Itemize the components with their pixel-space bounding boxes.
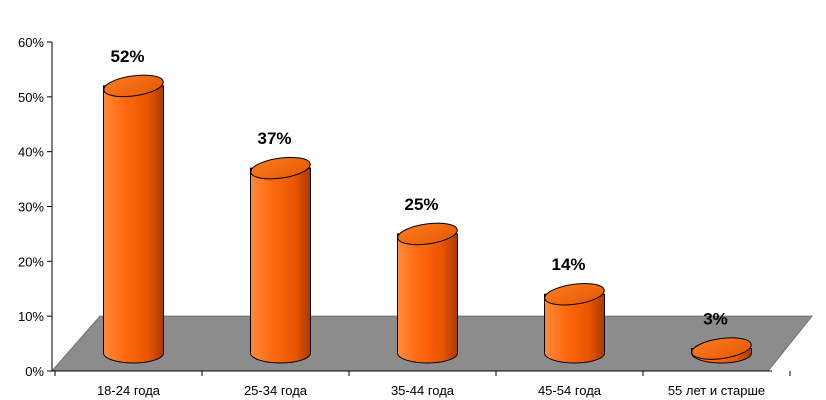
bar-cap — [103, 74, 164, 98]
bar-body — [544, 293, 605, 364]
bar-body — [397, 233, 458, 364]
bar — [103, 74, 164, 364]
y-tick-label: 50% — [18, 90, 44, 105]
y-tick-label: 0% — [25, 364, 44, 379]
y-tick-label: 20% — [18, 254, 44, 269]
x-tick-label: 25-34 года — [244, 383, 308, 398]
y-tick-label: 40% — [18, 145, 44, 160]
bar-body — [250, 167, 311, 364]
bar-cap — [397, 222, 458, 246]
y-tick-label: 30% — [18, 200, 44, 215]
data-label: 52% — [110, 47, 144, 66]
data-label: 14% — [551, 255, 585, 274]
x-tick-label: 55 лет и старше — [668, 383, 765, 398]
data-label: 25% — [404, 195, 438, 214]
bar-cap — [544, 282, 605, 306]
x-tick-label: 18-24 года — [97, 383, 161, 398]
data-label: 3% — [703, 310, 728, 329]
bar-cap — [691, 337, 752, 360]
bar — [250, 156, 311, 364]
x-tick-label: 45-54 года — [538, 383, 602, 398]
bar-body — [103, 85, 164, 364]
y-tick-label: 60% — [18, 35, 44, 50]
bar-cap — [250, 156, 311, 180]
bar — [691, 337, 752, 364]
y-tick-label: 10% — [18, 309, 44, 324]
x-tick-label: 35-44 года — [391, 383, 455, 398]
data-label: 37% — [257, 129, 291, 148]
bar — [544, 282, 605, 364]
bar — [397, 222, 458, 364]
